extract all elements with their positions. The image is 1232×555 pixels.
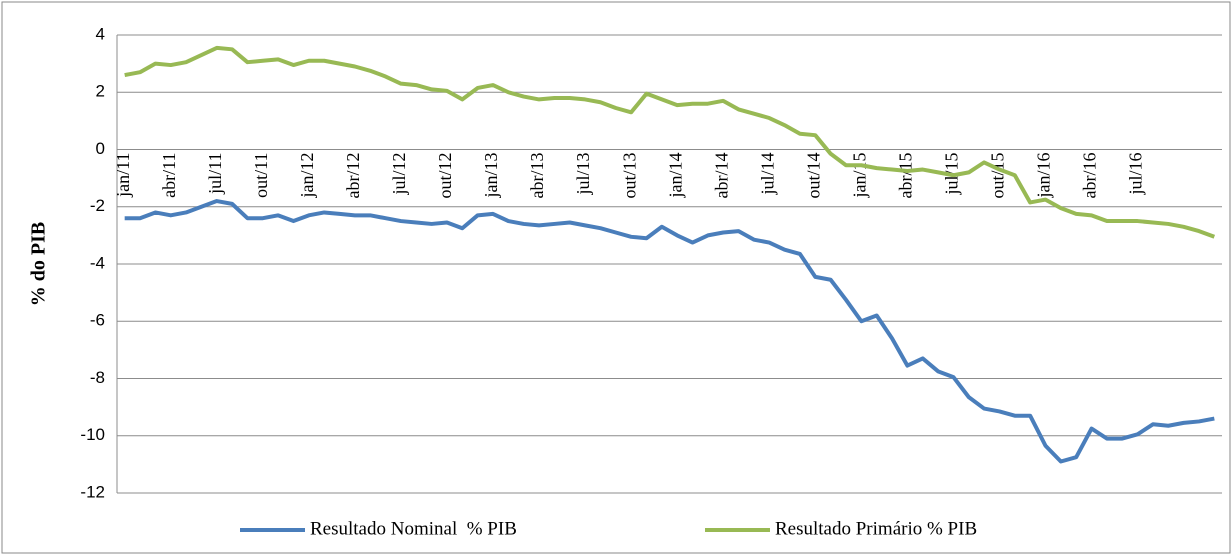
y-tick-label: -6 [90, 311, 105, 330]
y-tick-label: -4 [90, 253, 105, 272]
legend-label: Resultado Nominal % PIB [310, 518, 517, 539]
x-tick-label: out/11 [251, 153, 271, 198]
y-tick-label: -2 [90, 196, 105, 215]
y-tick-label: -8 [90, 368, 105, 387]
x-tick-label: jan/14 [665, 153, 685, 199]
y-tick-label: -12 [80, 482, 105, 501]
x-tick-label: jul/11 [205, 153, 225, 195]
y-tick-label: 4 [96, 24, 105, 43]
x-tick-label: jul/14 [757, 153, 777, 196]
x-tick-label: abr/14 [711, 153, 731, 199]
x-tick-label: abr/15 [896, 153, 916, 199]
y-tick-label: -10 [80, 425, 105, 444]
y-axis-label: % do PIB [28, 222, 50, 306]
x-tick-label: abr/12 [343, 153, 363, 199]
x-tick-label: jan/12 [297, 153, 317, 199]
x-tick-label: abr/11 [159, 153, 179, 198]
x-tick-label: jul/12 [389, 153, 409, 196]
x-tick-label: out/13 [619, 153, 639, 199]
x-tick-label: abr/13 [527, 153, 547, 199]
x-tick-label: jan/13 [481, 153, 501, 199]
y-tick-label: 0 [96, 139, 105, 158]
x-tick-label: out/15 [988, 153, 1008, 199]
x-tick-label: jul/16 [1126, 153, 1146, 196]
y-tick-label: 2 [96, 82, 105, 101]
x-tick-label: jan/15 [849, 153, 869, 199]
series-line [124, 199, 1215, 464]
x-tick-label: jul/13 [573, 153, 593, 196]
x-tick-label: abr/16 [1080, 153, 1100, 199]
x-tick-label: jan/16 [1034, 153, 1054, 199]
x-tick-label: out/12 [435, 153, 455, 199]
legend-label: Resultado Primário % PIB [775, 518, 977, 539]
series-line [124, 45, 1216, 239]
x-tick-label: out/14 [803, 153, 823, 199]
x-tick-label: jan/11 [113, 153, 133, 198]
